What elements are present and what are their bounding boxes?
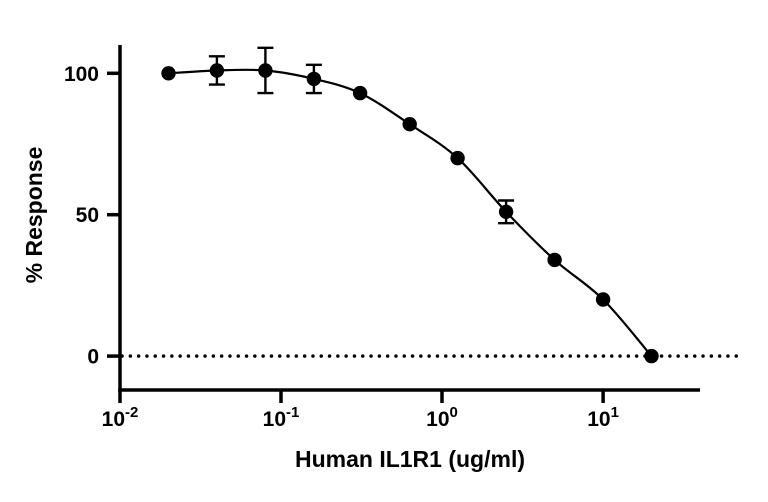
data-point-marker — [161, 66, 176, 81]
data-point-marker — [258, 63, 273, 78]
data-point-marker — [402, 117, 417, 132]
x-tick-label: 100 — [426, 404, 458, 431]
x-tick-label: 101 — [587, 404, 619, 431]
x-tick-label: 10-2 — [102, 404, 139, 431]
data-point-marker — [547, 252, 562, 268]
data-point-marker — [644, 348, 659, 364]
x-tick-label: 10-1 — [263, 404, 300, 431]
data-point-marker — [306, 71, 322, 87]
data-point-marker — [595, 292, 611, 307]
y-tick-label: 50 — [76, 204, 99, 227]
y-tick-label: 0 — [87, 346, 99, 369]
data-point-marker — [209, 63, 225, 78]
plot-layer: 0 50 100 10-2 10-1 100 101 — [64, 45, 739, 431]
x-axis-title: Human IL1R1 (ug/ml) — [295, 446, 525, 472]
data-point-marker — [450, 150, 465, 166]
y-tick-label: 100 — [64, 63, 99, 86]
data-point-marker — [498, 204, 514, 219]
y-axis-title: % Response — [21, 147, 47, 284]
data-point-marker — [352, 85, 368, 101]
fit-curve — [168, 68, 653, 357]
